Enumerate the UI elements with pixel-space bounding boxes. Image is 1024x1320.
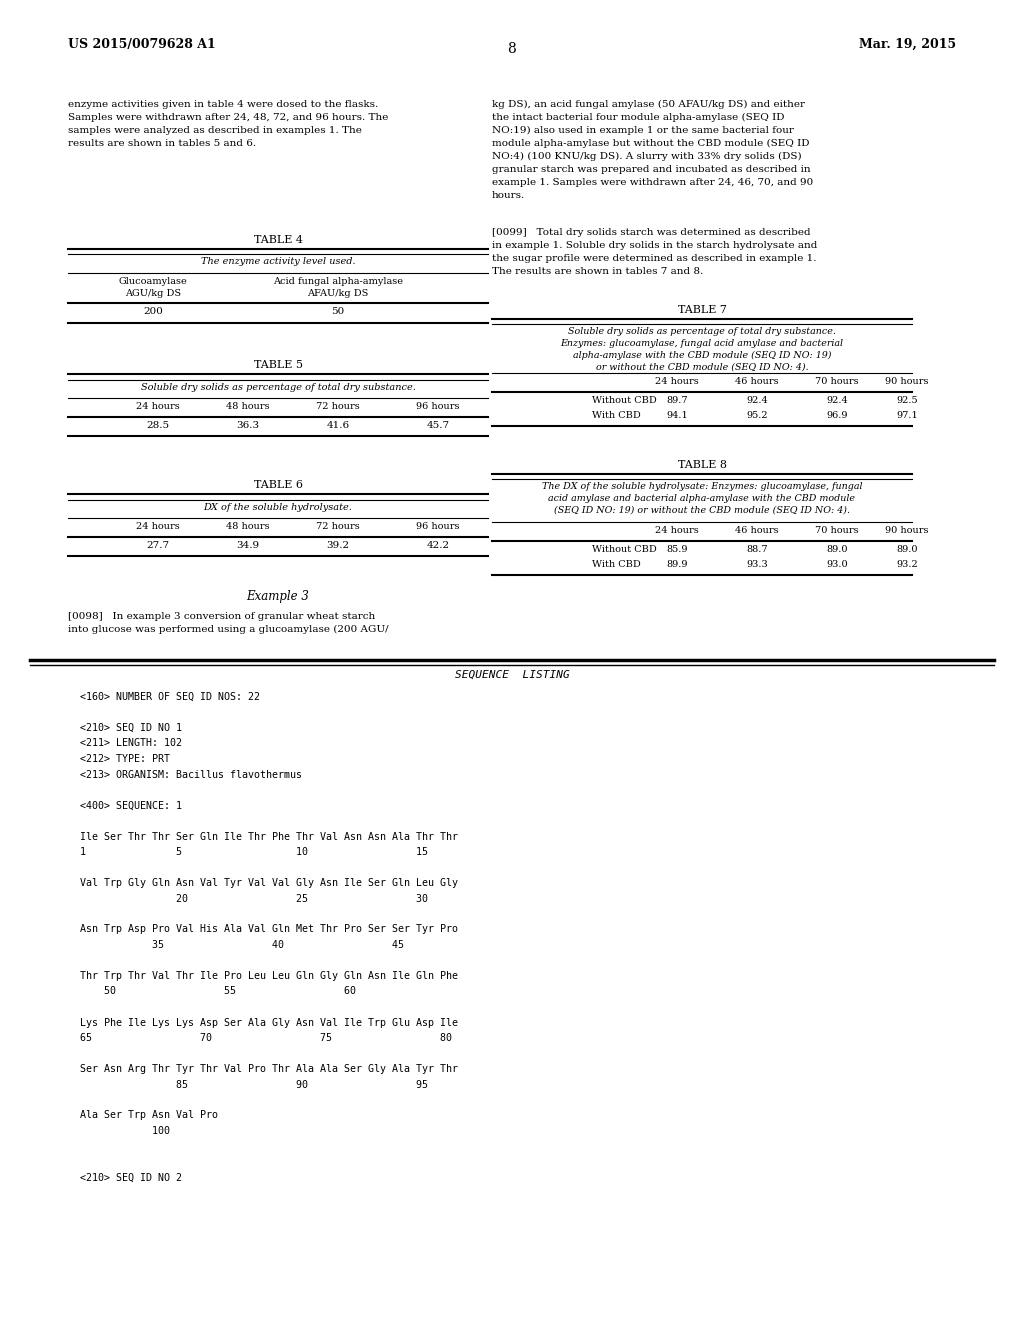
Text: 92.4: 92.4 xyxy=(746,396,768,405)
Text: 70 hours: 70 hours xyxy=(815,525,859,535)
Text: 89.0: 89.0 xyxy=(896,545,918,554)
Text: 93.3: 93.3 xyxy=(746,560,768,569)
Text: kg DS), an acid fungal amylase (50 AFAU/kg DS) and either
the intact bacterial f: kg DS), an acid fungal amylase (50 AFAU/… xyxy=(492,100,813,199)
Text: 88.7: 88.7 xyxy=(746,545,768,554)
Text: Soluble dry solids as percentage of total dry substance.
Enzymes: glucoamylase, : Soluble dry solids as percentage of tota… xyxy=(560,327,844,371)
Text: 24 hours: 24 hours xyxy=(136,403,180,411)
Text: 95.2: 95.2 xyxy=(746,411,768,420)
Text: 34.9: 34.9 xyxy=(237,541,259,550)
Text: Acid fungal alpha-amylase
AFAU/kg DS: Acid fungal alpha-amylase AFAU/kg DS xyxy=(273,277,403,298)
Text: 41.6: 41.6 xyxy=(327,421,349,430)
Text: 1               5                   10                  15: 1 5 10 15 xyxy=(80,847,428,857)
Text: 50: 50 xyxy=(332,308,345,315)
Text: 92.4: 92.4 xyxy=(826,396,848,405)
Text: With CBD: With CBD xyxy=(592,411,641,420)
Text: 85                  90                  95: 85 90 95 xyxy=(80,1080,428,1089)
Text: The DX of the soluble hydrolysate: Enzymes: glucoamylase, fungal
acid amylase an: The DX of the soluble hydrolysate: Enzym… xyxy=(542,482,862,515)
Text: Ile Ser Thr Thr Ser Gln Ile Thr Phe Thr Val Asn Asn Ala Thr Thr: Ile Ser Thr Thr Ser Gln Ile Thr Phe Thr … xyxy=(80,832,458,842)
Text: Without CBD: Without CBD xyxy=(592,545,656,554)
Text: TABLE 6: TABLE 6 xyxy=(254,480,302,490)
Text: Lys Phe Ile Lys Lys Asp Ser Ala Gly Asn Val Ile Trp Glu Asp Ile: Lys Phe Ile Lys Lys Asp Ser Ala Gly Asn … xyxy=(80,1018,458,1027)
Text: 100: 100 xyxy=(80,1126,170,1137)
Text: 94.1: 94.1 xyxy=(667,411,688,420)
Text: 96 hours: 96 hours xyxy=(416,521,460,531)
Text: 90 hours: 90 hours xyxy=(886,378,929,385)
Text: 89.9: 89.9 xyxy=(667,560,688,569)
Text: <211> LENGTH: 102: <211> LENGTH: 102 xyxy=(80,738,182,748)
Text: 20                  25                  30: 20 25 30 xyxy=(80,894,428,903)
Text: 72 hours: 72 hours xyxy=(316,403,359,411)
Text: 39.2: 39.2 xyxy=(327,541,349,550)
Text: 92.5: 92.5 xyxy=(896,396,918,405)
Text: 89.0: 89.0 xyxy=(826,545,848,554)
Text: The enzyme activity level used.: The enzyme activity level used. xyxy=(201,257,355,267)
Text: Mar. 19, 2015: Mar. 19, 2015 xyxy=(859,38,956,51)
Text: 45.7: 45.7 xyxy=(426,421,450,430)
Text: 65                  70                  75                  80: 65 70 75 80 xyxy=(80,1034,452,1043)
Text: With CBD: With CBD xyxy=(592,560,641,569)
Text: 46 hours: 46 hours xyxy=(735,378,779,385)
Text: Ser Asn Arg Thr Tyr Thr Val Pro Thr Ala Ala Ser Gly Ala Tyr Thr: Ser Asn Arg Thr Tyr Thr Val Pro Thr Ala … xyxy=(80,1064,458,1074)
Text: 96.9: 96.9 xyxy=(826,411,848,420)
Text: 72 hours: 72 hours xyxy=(316,521,359,531)
Text: 24 hours: 24 hours xyxy=(655,378,698,385)
Text: 48 hours: 48 hours xyxy=(226,403,269,411)
Text: <212> TYPE: PRT: <212> TYPE: PRT xyxy=(80,754,170,764)
Text: 35                  40                  45: 35 40 45 xyxy=(80,940,404,950)
Text: [0098]   In example 3 conversion of granular wheat starch
into glucose was perfo: [0098] In example 3 conversion of granul… xyxy=(68,612,389,634)
Text: 93.2: 93.2 xyxy=(896,560,918,569)
Text: 90 hours: 90 hours xyxy=(886,525,929,535)
Text: Asn Trp Asp Pro Val His Ala Val Gln Met Thr Pro Ser Ser Tyr Pro: Asn Trp Asp Pro Val His Ala Val Gln Met … xyxy=(80,924,458,935)
Text: TABLE 5: TABLE 5 xyxy=(254,360,302,370)
Text: 24 hours: 24 hours xyxy=(136,521,180,531)
Text: Ala Ser Trp Asn Val Pro: Ala Ser Trp Asn Val Pro xyxy=(80,1110,218,1121)
Text: 50                  55                  60: 50 55 60 xyxy=(80,986,356,997)
Text: Glucoamylase
AGU/kg DS: Glucoamylase AGU/kg DS xyxy=(119,277,187,298)
Text: 70 hours: 70 hours xyxy=(815,378,859,385)
Text: <400> SEQUENCE: 1: <400> SEQUENCE: 1 xyxy=(80,800,182,810)
Text: enzyme activities given in table 4 were dosed to the flasks.
Samples were withdr: enzyme activities given in table 4 were … xyxy=(68,100,388,148)
Text: 85.9: 85.9 xyxy=(667,545,688,554)
Text: SEQUENCE  LISTING: SEQUENCE LISTING xyxy=(455,671,569,680)
Text: <213> ORGANISM: Bacillus flavothermus: <213> ORGANISM: Bacillus flavothermus xyxy=(80,770,302,780)
Text: <160> NUMBER OF SEQ ID NOS: 22: <160> NUMBER OF SEQ ID NOS: 22 xyxy=(80,692,260,702)
Text: 93.0: 93.0 xyxy=(826,560,848,569)
Text: 36.3: 36.3 xyxy=(237,421,259,430)
Text: 89.7: 89.7 xyxy=(667,396,688,405)
Text: 28.5: 28.5 xyxy=(146,421,170,430)
Text: 96 hours: 96 hours xyxy=(416,403,460,411)
Text: TABLE 7: TABLE 7 xyxy=(678,305,726,315)
Text: TABLE 4: TABLE 4 xyxy=(254,235,302,246)
Text: US 2015/0079628 A1: US 2015/0079628 A1 xyxy=(68,38,216,51)
Text: <210> SEQ ID NO 1: <210> SEQ ID NO 1 xyxy=(80,723,182,733)
Text: <210> SEQ ID NO 2: <210> SEQ ID NO 2 xyxy=(80,1172,182,1183)
Text: 97.1: 97.1 xyxy=(896,411,918,420)
Text: Soluble dry solids as percentage of total dry substance.: Soluble dry solids as percentage of tota… xyxy=(140,383,416,392)
Text: 8: 8 xyxy=(508,42,516,55)
Text: 42.2: 42.2 xyxy=(426,541,450,550)
Text: 46 hours: 46 hours xyxy=(735,525,779,535)
Text: 200: 200 xyxy=(143,308,163,315)
Text: [0099]   Total dry solids starch was determined as described
in example 1. Solub: [0099] Total dry solids starch was deter… xyxy=(492,228,817,276)
Text: 24 hours: 24 hours xyxy=(655,525,698,535)
Text: DX of the soluble hydrolysate.: DX of the soluble hydrolysate. xyxy=(204,503,352,512)
Text: Thr Trp Thr Val Thr Ile Pro Leu Leu Gln Gly Gln Asn Ile Gln Phe: Thr Trp Thr Val Thr Ile Pro Leu Leu Gln … xyxy=(80,972,458,981)
Text: Val Trp Gly Gln Asn Val Tyr Val Val Gly Asn Ile Ser Gln Leu Gly: Val Trp Gly Gln Asn Val Tyr Val Val Gly … xyxy=(80,878,458,888)
Text: 48 hours: 48 hours xyxy=(226,521,269,531)
Text: Without CBD: Without CBD xyxy=(592,396,656,405)
Text: 27.7: 27.7 xyxy=(146,541,170,550)
Text: Example 3: Example 3 xyxy=(247,590,309,603)
Text: TABLE 8: TABLE 8 xyxy=(678,459,726,470)
